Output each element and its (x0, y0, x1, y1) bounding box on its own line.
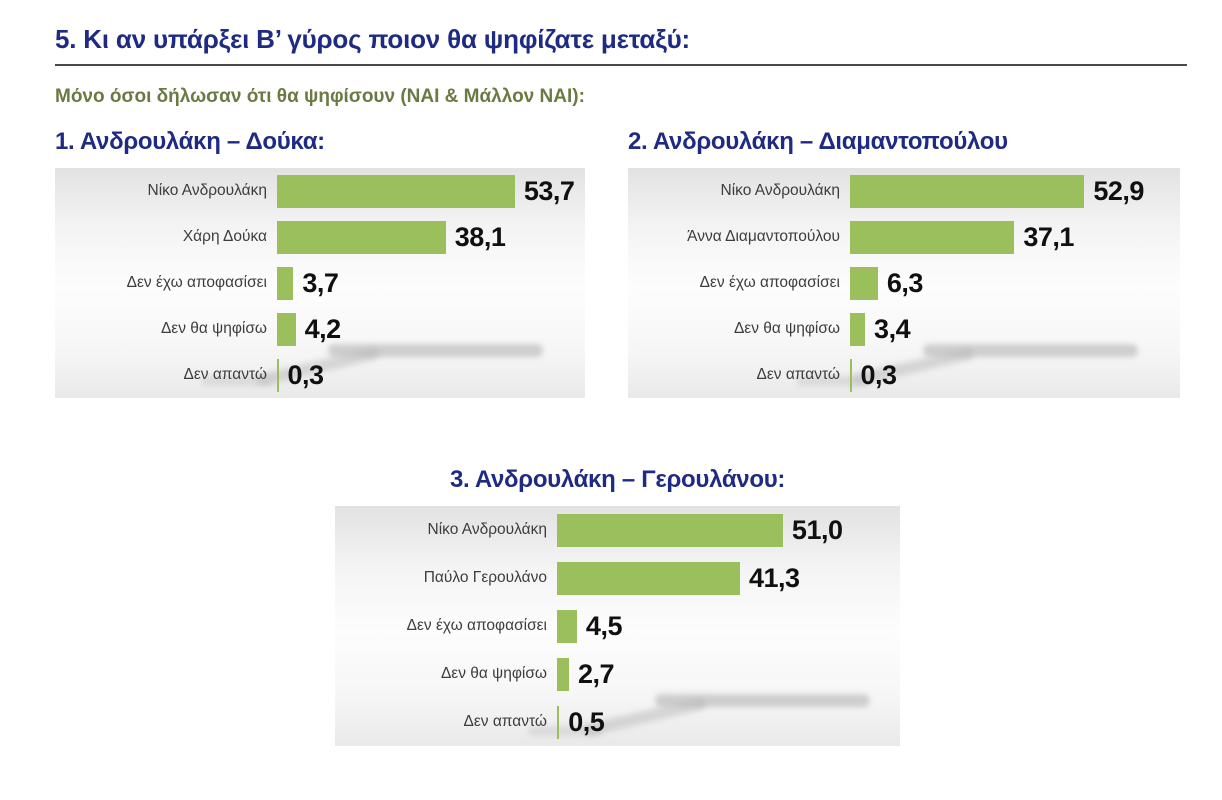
swoosh-flat-shape (655, 694, 870, 707)
swoosh-tail-shape (796, 376, 871, 386)
category-label: Νίκο Ανδρουλάκη (720, 182, 840, 200)
bar (277, 220, 446, 254)
value-label: 53,7 (523, 175, 575, 206)
bar-area: 52,9 (850, 168, 1180, 214)
chart-androulakis-doukas: 1. Ανδρουλάκη – Δούκα: Νίκο Ανδρουλάκη 53… (55, 128, 585, 398)
value-label: 6,3 (886, 267, 924, 298)
bar-area: 51,0 (557, 506, 900, 554)
bar-row: Δεν απαντώ 0,5 (335, 698, 900, 746)
bar (277, 266, 294, 300)
value-label: 0,3 (287, 359, 325, 390)
value-label: 41,3 (748, 562, 800, 593)
bar (557, 513, 783, 547)
bar (850, 174, 1085, 208)
bar-area: 2,7 (557, 650, 900, 698)
bar (850, 358, 852, 392)
chart-title: 2. Ανδρουλάκη – Διαμαντοπούλου (628, 128, 1008, 155)
bar-row: Δεν έχω αποφασίσει 6,3 (628, 260, 1180, 306)
bar-row: Δεν απαντώ 0,3 (628, 352, 1180, 398)
bar (557, 609, 577, 643)
bar-area: 0,3 (277, 352, 585, 398)
shadow-swoosh-decoration (201, 338, 543, 398)
swoosh-tail-shape (528, 726, 603, 736)
category-label: Νίκο Ανδρουλάκη (147, 182, 267, 200)
chart-panel: Νίκο Ανδρουλάκη 51,0 Παύλο Γερουλάνο 41,3 Δε… (335, 506, 900, 746)
page-title: 5. Κι αν υπάρξει Β’ γύρος ποιον θα ψηφίζ… (55, 24, 1187, 66)
bar-row: Χάρη Δούκα 38,1 (55, 214, 585, 260)
value-label: 0,5 (568, 706, 605, 737)
category-label: Δεν θα ψηφίσω (440, 665, 547, 683)
swoosh-tail-shape (201, 376, 276, 386)
category-label: Δεν έχω αποφασίσει (126, 274, 267, 292)
bar-area: 0,3 (850, 352, 1180, 398)
bar (557, 561, 740, 595)
bar-row: Δεν απαντώ 0,3 (55, 352, 585, 398)
bar (557, 705, 560, 739)
value-label: 51,0 (791, 514, 843, 545)
category-label: Δεν θα ψηφίσω (160, 320, 267, 338)
shadow-swoosh-decoration (796, 338, 1138, 398)
bar-row: Δεν θα ψηφίσω 3,4 (628, 306, 1180, 352)
chart-title: 3. Ανδρουλάκη – Γερουλάνου: (449, 466, 786, 493)
value-label: 2,7 (577, 658, 615, 689)
bar (850, 312, 866, 346)
bar-area: 41,3 (557, 554, 900, 602)
bar-area: 53,7 (277, 168, 585, 214)
value-label: 38,1 (454, 221, 506, 252)
bar (850, 220, 1015, 254)
bar (277, 312, 296, 346)
bar-area: 0,5 (557, 698, 900, 746)
bar (850, 266, 878, 300)
swoosh-flat-shape (923, 344, 1138, 357)
category-label: Νίκο Ανδρουλάκη (427, 521, 547, 539)
category-label: Άννα Διαμαντοπούλου (687, 228, 840, 246)
chart-androulakis-geroulanos: 3. Ανδρουλάκη – Γερουλάνου: Νίκο Ανδρουλ… (335, 466, 900, 746)
bar-row: Νίκο Ανδρουλάκη 53,7 (55, 168, 585, 214)
bar-rows: Νίκο Ανδρουλάκη 53,7 Χάρη Δούκα 38,1 Δεν έχω… (55, 168, 585, 398)
chart-panel: Νίκο Ανδρουλάκη 52,9 Άννα Διαμαντοπούλου 37… (628, 168, 1180, 398)
bar-area: 6,3 (850, 260, 1180, 306)
value-label: 4,2 (304, 313, 342, 344)
bar-row: Δεν έχω αποφασίσει 3,7 (55, 260, 585, 306)
chart-androulakis-diamantopoulou: 2. Ανδρουλάκη – Διαμαντοπούλου Νίκο Ανδρ… (628, 128, 1180, 398)
bar-row: Δεν θα ψηφίσω 4,2 (55, 306, 585, 352)
page-subtitle: Μόνο όσοι δήλωσαν ότι θα ψηφίσουν (ΝΑΙ &… (55, 86, 585, 107)
bar-area: 4,2 (277, 306, 585, 352)
bar-rows: Νίκο Ανδρουλάκη 51,0 Παύλο Γερουλάνο 41,3 Δε… (335, 506, 900, 746)
swoosh-flat-shape (328, 344, 543, 357)
bar-row: Νίκο Ανδρουλάκη 52,9 (628, 168, 1180, 214)
category-label: Δεν απαντώ (183, 366, 267, 384)
chart-title: 1. Ανδρουλάκη – Δούκα: (55, 128, 325, 155)
chart-panel: Νίκο Ανδρουλάκη 53,7 Χάρη Δούκα 38,1 Δεν έχω… (55, 168, 585, 398)
bar-rows: Νίκο Ανδρουλάκη 52,9 Άννα Διαμαντοπούλου 37… (628, 168, 1180, 398)
bar-row: Δεν θα ψηφίσω 2,7 (335, 650, 900, 698)
category-label: Χάρη Δούκα (182, 228, 267, 246)
category-label: Δεν απαντώ (756, 366, 840, 384)
bar-area: 37,1 (850, 214, 1180, 260)
bar-area: 38,1 (277, 214, 585, 260)
category-label: Δεν έχω αποφασίσει (699, 274, 840, 292)
category-label: Δεν έχω αποφασίσει (406, 617, 547, 635)
value-label: 3,7 (302, 267, 339, 298)
category-label: Δεν απαντώ (463, 713, 547, 731)
bar (277, 174, 515, 208)
shadow-swoosh-decoration (528, 688, 870, 746)
bar-row: Άννα Διαμαντοπούλου 37,1 (628, 214, 1180, 260)
value-label: 37,1 (1023, 221, 1074, 252)
bar-area: 4,5 (557, 602, 900, 650)
value-label: 52,9 (1093, 175, 1144, 206)
bar-row: Νίκο Ανδρουλάκη 51,0 (335, 506, 900, 554)
value-label: 4,5 (585, 610, 623, 641)
bar-area: 3,4 (850, 306, 1180, 352)
bar-row: Παύλο Γερουλάνο 41,3 (335, 554, 900, 602)
bar-row: Δεν έχω αποφασίσει 4,5 (335, 602, 900, 650)
value-label: 3,4 (874, 313, 911, 344)
bar (277, 358, 279, 392)
category-label: Δεν θα ψηφίσω (733, 320, 840, 338)
bar-area: 3,7 (277, 260, 585, 306)
value-label: 0,3 (860, 359, 898, 390)
category-label: Παύλο Γερουλάνο (423, 569, 547, 587)
bar (557, 657, 569, 691)
